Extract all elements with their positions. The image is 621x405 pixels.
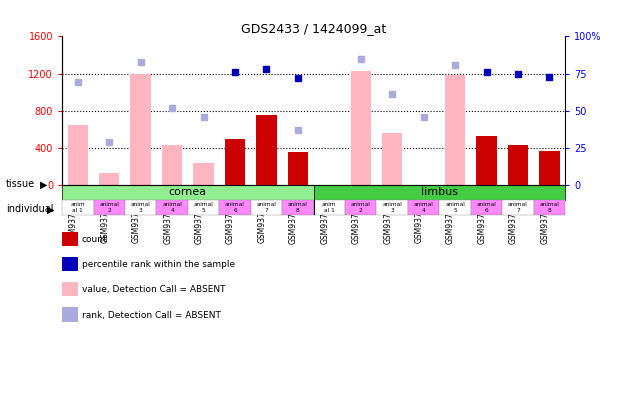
Bar bbox=[130, 74, 151, 185]
Title: GDS2433 / 1424099_at: GDS2433 / 1424099_at bbox=[241, 22, 386, 35]
Text: animal
2: animal 2 bbox=[99, 202, 119, 213]
Text: animal
7: animal 7 bbox=[256, 202, 276, 213]
Bar bbox=[533, 200, 565, 215]
Bar bbox=[188, 200, 219, 215]
Text: count: count bbox=[82, 235, 107, 244]
Bar bbox=[251, 200, 282, 215]
Text: GSM93718: GSM93718 bbox=[100, 202, 109, 243]
Bar bbox=[282, 200, 314, 215]
Bar bbox=[99, 173, 119, 185]
Text: anim
al 1: anim al 1 bbox=[322, 202, 337, 213]
Text: GSM93729: GSM93729 bbox=[509, 202, 518, 243]
Bar bbox=[445, 75, 465, 185]
Text: animal
7: animal 7 bbox=[508, 202, 528, 213]
Bar bbox=[345, 200, 376, 215]
Text: tissue: tissue bbox=[6, 179, 35, 189]
Bar bbox=[162, 145, 183, 185]
Bar bbox=[382, 133, 402, 185]
Bar bbox=[125, 200, 156, 215]
Text: animal
3: animal 3 bbox=[383, 202, 402, 213]
Bar bbox=[471, 200, 502, 215]
Text: GSM93730: GSM93730 bbox=[289, 202, 298, 244]
Text: animal
4: animal 4 bbox=[162, 202, 182, 213]
Text: GSM93724: GSM93724 bbox=[446, 202, 455, 243]
Text: GSM93719: GSM93719 bbox=[351, 202, 361, 243]
Bar bbox=[62, 185, 314, 200]
Bar bbox=[288, 152, 308, 185]
Bar bbox=[376, 200, 408, 215]
Bar bbox=[408, 200, 439, 215]
Text: animal
5: animal 5 bbox=[194, 202, 214, 213]
Bar bbox=[156, 200, 188, 215]
Text: animal
6: animal 6 bbox=[476, 202, 496, 213]
Text: GSM93716: GSM93716 bbox=[69, 202, 78, 243]
Text: individual: individual bbox=[6, 205, 53, 214]
Bar bbox=[193, 163, 214, 185]
Bar bbox=[288, 173, 308, 185]
Text: GSM93731: GSM93731 bbox=[540, 202, 550, 243]
Text: animal
2: animal 2 bbox=[351, 202, 371, 213]
Text: animal
8: animal 8 bbox=[288, 202, 308, 213]
Text: anim
al 1: anim al 1 bbox=[71, 202, 85, 213]
Bar bbox=[508, 145, 528, 185]
Text: animal
8: animal 8 bbox=[540, 202, 560, 213]
Bar bbox=[314, 185, 565, 200]
Bar bbox=[256, 115, 277, 185]
Bar bbox=[314, 200, 345, 215]
Bar bbox=[439, 200, 471, 215]
Bar bbox=[539, 151, 560, 185]
Text: animal
3: animal 3 bbox=[131, 202, 151, 213]
Text: rank, Detection Call = ABSENT: rank, Detection Call = ABSENT bbox=[82, 311, 221, 320]
Bar bbox=[350, 71, 371, 185]
Text: animal
6: animal 6 bbox=[225, 202, 245, 213]
Text: limbus: limbus bbox=[421, 188, 458, 197]
Bar bbox=[94, 200, 125, 215]
Text: GSM93726: GSM93726 bbox=[226, 202, 235, 243]
Bar bbox=[225, 139, 245, 185]
Text: GSM93721: GSM93721 bbox=[132, 202, 141, 243]
Text: GSM93727: GSM93727 bbox=[478, 202, 486, 243]
Text: value, Detection Call = ABSENT: value, Detection Call = ABSENT bbox=[82, 286, 225, 294]
Text: GSM93725: GSM93725 bbox=[194, 202, 204, 243]
Text: ▶: ▶ bbox=[47, 205, 55, 214]
Text: GSM93720: GSM93720 bbox=[383, 202, 392, 243]
Bar bbox=[68, 125, 88, 185]
Bar bbox=[219, 200, 251, 215]
Bar bbox=[62, 200, 94, 215]
Text: cornea: cornea bbox=[169, 188, 207, 197]
Text: GSM93728: GSM93728 bbox=[258, 202, 266, 243]
Text: animal
5: animal 5 bbox=[445, 202, 465, 213]
Bar bbox=[476, 136, 497, 185]
Text: animal
4: animal 4 bbox=[414, 202, 433, 213]
Text: GSM93723: GSM93723 bbox=[163, 202, 172, 243]
Text: GSM93717: GSM93717 bbox=[320, 202, 329, 243]
Bar bbox=[502, 200, 533, 215]
Text: percentile rank within the sample: percentile rank within the sample bbox=[82, 260, 235, 269]
Text: ▶: ▶ bbox=[40, 179, 48, 189]
Text: GSM93722: GSM93722 bbox=[415, 202, 424, 243]
